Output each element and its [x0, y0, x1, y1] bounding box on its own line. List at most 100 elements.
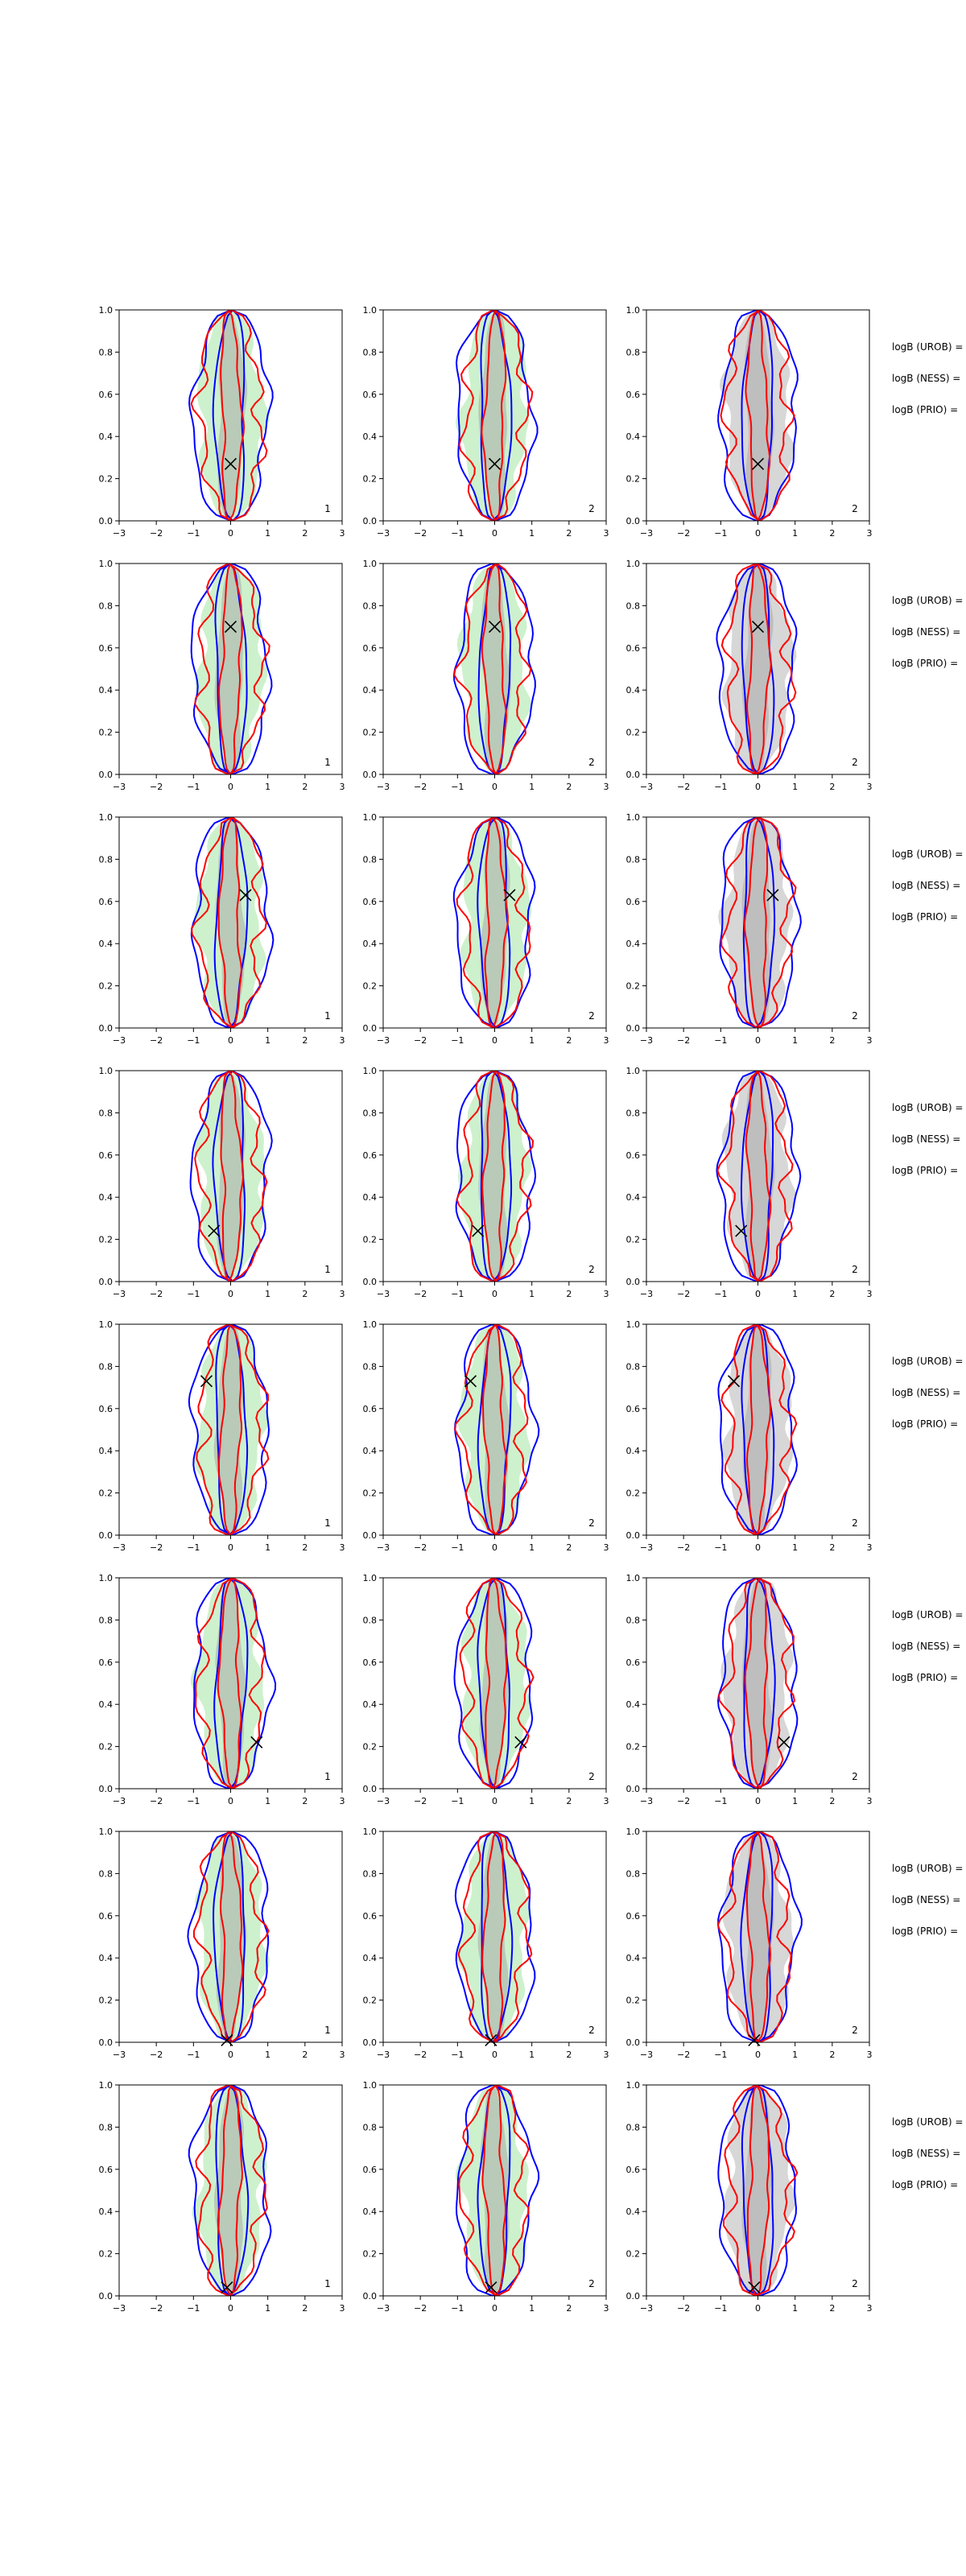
contour-red-inner: [217, 1578, 242, 1789]
y-tick-label: 0.2: [99, 1235, 114, 1245]
contour-red-outer: [720, 310, 795, 521]
x-tick-label: 1: [265, 2050, 270, 2060]
contour-red-inner: [744, 817, 769, 1028]
contour-blue-inner: [214, 564, 248, 774]
y-tick-label: 0.8: [363, 1868, 378, 1879]
x-tick-label: 3: [604, 528, 609, 539]
x-tick-label: −3: [640, 1035, 653, 1046]
x-tick-label: −1: [451, 528, 464, 539]
x-tick-label: 0: [755, 1035, 761, 1046]
x-tick-label: −3: [113, 1035, 126, 1046]
subplot-r3-c3: −3 −2 −1 0 1 2 3 0.0 0.2 0.4 0.6 0.8 1.0 2: [626, 812, 873, 1046]
y-tick-label: 0.0: [363, 1784, 378, 1794]
x-tick-label: 1: [529, 1796, 535, 1806]
y-tick-label: 0.2: [363, 2249, 378, 2260]
x-tick-label: −2: [414, 1796, 427, 1806]
x-tick-label: −1: [187, 782, 200, 792]
x-tick-label: −2: [677, 782, 690, 792]
contour-red-inner: [219, 1831, 244, 2042]
y-tick-label: 0.6: [626, 390, 641, 400]
x-tick-label: −2: [150, 1035, 163, 1046]
contour-blue-inner: [477, 2085, 511, 2296]
y-tick-label: 1.0: [363, 1573, 378, 1583]
x-tick-label: −3: [113, 1289, 126, 1299]
x-tick-label: 2: [829, 1796, 835, 1806]
truth-marker: [748, 2281, 761, 2294]
x-tick-label: 3: [867, 782, 873, 792]
panel-corner-label: 2: [588, 503, 595, 514]
contour-layer: [455, 2085, 540, 2296]
x-tick-label: −1: [451, 1542, 464, 1553]
panel-corner-label: 2: [852, 757, 858, 768]
x-tick-label: 0: [755, 2050, 761, 2060]
y-tick-label: 0.8: [99, 347, 114, 357]
contour-red-outer: [720, 564, 797, 774]
x-tick-label: −2: [414, 528, 427, 539]
y-tick-label: 0.0: [99, 1784, 114, 1794]
contour-blue-outer: [716, 564, 798, 774]
panel-corner-label: 1: [324, 757, 331, 768]
contour-red-inner: [217, 817, 242, 1028]
contour-red-inner: [746, 2085, 770, 2296]
y-tick-label: 1.0: [99, 812, 114, 823]
contour-red-outer: [190, 310, 268, 521]
contour-red-inner: [745, 1324, 772, 1535]
row-side-label: logB (NESS) =: [892, 1641, 960, 1652]
contour-blue-outer: [188, 1324, 270, 1535]
x-tick-label: 3: [604, 2303, 609, 2314]
x-tick-label: −2: [677, 1796, 690, 1806]
x-tick-label: 0: [228, 782, 233, 792]
contour-blue-inner: [213, 817, 249, 1028]
panel-corner-label: 2: [852, 2278, 858, 2289]
x-tick-label: 2: [829, 1035, 835, 1046]
y-tick-label: 0.8: [99, 1108, 114, 1118]
y-tick-label: 0.0: [99, 770, 114, 780]
y-tick-label: 1.0: [626, 1319, 641, 1330]
y-tick-label: 0.6: [363, 2165, 378, 2175]
y-tick-label: 0.8: [99, 1361, 114, 1372]
contour-red-outer: [457, 1831, 533, 2042]
panel-corner-label: 2: [588, 2278, 595, 2289]
panel-corner-label: 1: [324, 1771, 331, 1782]
x-tick-label: −3: [640, 1796, 653, 1806]
x-tick-label: 1: [792, 2303, 798, 2314]
x-tick-label: 1: [265, 1035, 270, 1046]
contour-blue-inner: [213, 1578, 249, 1789]
x-tick-label: −3: [113, 1796, 126, 1806]
x-tick-label: 0: [492, 528, 497, 539]
y-tick-label: 0.2: [99, 474, 114, 485]
y-tick-label: 0.6: [363, 1404, 378, 1414]
subplot-r5-c2: −3 −2 −1 0 1 2 3 0.0 0.2 0.4 0.6 0.8 1.0 2: [363, 1319, 609, 1553]
x-tick-label: −3: [377, 1542, 390, 1553]
x-tick-label: 0: [228, 1796, 233, 1806]
contour-layer: [454, 1831, 536, 2042]
y-tick-label: 0.2: [99, 981, 114, 992]
x-tick-label: −3: [377, 1035, 390, 1046]
x-tick-label: −1: [187, 1542, 200, 1553]
x-tick-label: 0: [228, 2050, 233, 2060]
contour-layer: [454, 1324, 540, 1535]
contour-blue-inner: [742, 817, 776, 1028]
truth-marker: [250, 1736, 263, 1748]
y-tick-label: 0.4: [363, 939, 378, 949]
y-tick-label: 1.0: [363, 1066, 378, 1076]
panel-corner-label: 2: [852, 2025, 858, 2036]
y-tick-label: 0.6: [363, 390, 378, 400]
x-tick-label: −3: [640, 1289, 653, 1299]
contour-layer: [189, 1071, 273, 1282]
x-tick-label: 0: [228, 2303, 233, 2314]
contour-red-outer: [456, 817, 531, 1028]
x-tick-label: 3: [604, 1796, 609, 1806]
x-tick-label: −2: [150, 2303, 163, 2314]
y-tick-label: 0.6: [626, 643, 641, 654]
truth-marker: [464, 1375, 477, 1388]
y-tick-label: 1.0: [363, 812, 378, 823]
y-tick-label: 0.6: [626, 1911, 641, 1922]
y-tick-label: 1.0: [99, 1827, 114, 1837]
y-tick-label: 0.8: [99, 2122, 114, 2132]
contour-red-outer: [190, 817, 267, 1028]
y-tick-label: 0.8: [363, 347, 378, 357]
contour-red-inner: [217, 564, 243, 774]
contour-layer: [191, 1578, 277, 1789]
contour-blue-outer: [189, 1071, 273, 1282]
